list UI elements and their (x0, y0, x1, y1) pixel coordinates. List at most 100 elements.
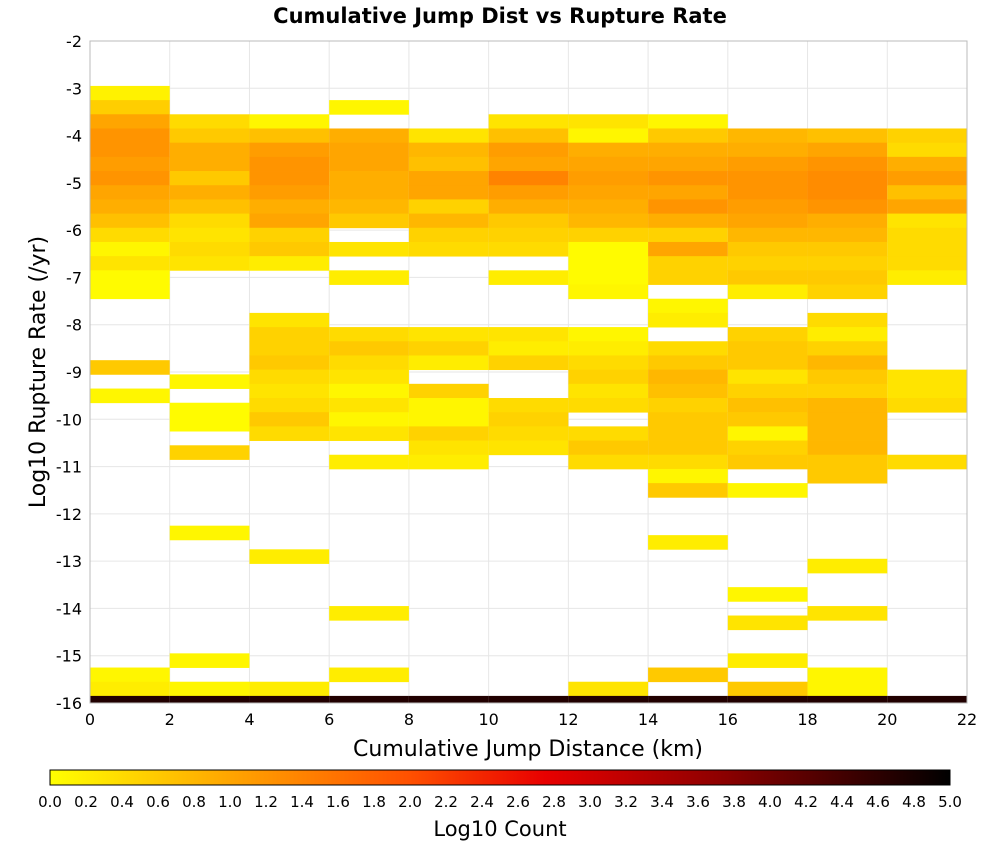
heatmap-cell (887, 199, 967, 214)
heatmap-cell (648, 213, 728, 229)
heatmap-cell (169, 525, 250, 541)
heatmap-cell (90, 681, 170, 697)
heatmap-cell (568, 369, 649, 385)
heatmap-cell (648, 695, 728, 704)
heatmap-cell (329, 128, 409, 144)
heatmap-cell (249, 695, 330, 704)
heatmap-cell (807, 398, 888, 413)
heatmap-cell (568, 284, 649, 300)
heatmap-cell (568, 241, 649, 257)
heatmap-cell (648, 341, 728, 356)
heatmap-cell (90, 128, 170, 144)
heatmap-cell (488, 695, 569, 704)
heatmap-cell (807, 128, 888, 144)
heatmap-cell (488, 440, 569, 456)
y-axis-ticks: -2 -3 -4 -5 -6 -7 -8 -9 -10 -11 -12 -13 -14 -15 -16 (56, 32, 82, 713)
heatmap-cell (727, 383, 808, 399)
heatmap-cell (568, 199, 649, 214)
heatmap-cell (408, 185, 489, 200)
heatmap-cell (169, 128, 250, 144)
heatmap-cell (807, 454, 888, 470)
heatmap-cells (90, 85, 967, 704)
chart-title: Cumulative Jump Dist vs Rupture Rate (273, 4, 727, 28)
heatmap-cell (90, 100, 170, 115)
y-tick-label: -6 (66, 221, 82, 240)
heatmap-cell (568, 156, 649, 172)
heatmap-cell (90, 388, 170, 404)
heatmap-cell (90, 185, 170, 200)
heatmap-cell (329, 695, 409, 704)
heatmap-cell (249, 128, 330, 144)
heatmap-cell (408, 171, 489, 186)
heatmap-cell (249, 355, 330, 371)
heatmap-cell (568, 454, 649, 470)
heatmap-cell (408, 128, 489, 144)
x-tick-label: 4 (244, 710, 254, 729)
heatmap-cell (807, 156, 888, 172)
heatmap-cell (568, 695, 649, 704)
heatmap-cell (169, 171, 250, 186)
heatmap-cell (568, 171, 649, 186)
heatmap-cell (408, 695, 489, 704)
colorbar-tick-label: 1.2 (254, 793, 278, 811)
y-tick-label: -9 (66, 363, 82, 382)
y-tick-label: -3 (66, 79, 82, 98)
y-tick-label: -16 (56, 694, 82, 713)
heatmap-cell (727, 241, 808, 257)
heatmap-cell (807, 227, 888, 243)
y-axis-label: Log10 Rupture Rate (/yr) (26, 236, 51, 508)
heatmap-cell (568, 227, 649, 243)
heatmap-cell (329, 454, 409, 470)
heatmap-cell (90, 156, 170, 172)
heatmap-cell (807, 606, 888, 621)
heatmap-cell (568, 142, 649, 158)
heatmap-cell (648, 270, 728, 285)
heatmap-cell (727, 615, 808, 631)
heatmap-cell (727, 171, 808, 186)
heatmap-cell (807, 171, 888, 186)
y-tick-label: -13 (56, 552, 82, 571)
heatmap-cell (329, 398, 409, 413)
heatmap-cell (90, 171, 170, 186)
heatmap-cell (727, 355, 808, 371)
heatmap-cell (887, 398, 967, 413)
heatmap-cell (807, 468, 888, 484)
y-tick-label: -12 (56, 505, 82, 524)
colorbar-tick-label: 4.8 (902, 793, 926, 811)
heatmap-cell (807, 142, 888, 158)
heatmap-cell (648, 454, 728, 470)
heatmap-cell (807, 185, 888, 200)
heatmap-cell (329, 156, 409, 172)
heatmap-cell (169, 185, 250, 200)
plot-border (89, 40, 968, 704)
heatmap-cell (90, 142, 170, 158)
heatmap-cell (727, 213, 808, 229)
heatmap-cell (727, 412, 808, 427)
colorbar-tick-label: 1.6 (326, 793, 350, 811)
heatmap-cell (727, 681, 808, 697)
y-tick-label: -10 (56, 410, 82, 429)
heatmap-cell (488, 142, 569, 158)
heatmap-cell (329, 667, 409, 683)
heatmap-cell (648, 199, 728, 214)
heatmap-cell (249, 171, 330, 186)
heatmap-cell (887, 454, 967, 470)
heatmap-cell (568, 681, 649, 697)
heatmap-cell (568, 341, 649, 356)
heatmap-cell (648, 128, 728, 144)
heatmap-cell (90, 199, 170, 214)
heatmap-cell (488, 114, 569, 129)
heatmap-cell (887, 156, 967, 172)
heatmap-cell (807, 695, 888, 704)
heatmap-cell (249, 213, 330, 229)
heatmap-cell (249, 256, 330, 271)
heatmap-cell (648, 398, 728, 413)
colorbar-tick-label: 1.4 (290, 793, 314, 811)
heatmap-cell (249, 398, 330, 413)
heatmap-cell (648, 298, 728, 314)
x-tick-label: 16 (718, 710, 738, 729)
heatmap-cell (568, 270, 649, 285)
heatmap-cell (648, 256, 728, 271)
heatmap-cell (329, 142, 409, 158)
heatmap-cell (648, 369, 728, 385)
